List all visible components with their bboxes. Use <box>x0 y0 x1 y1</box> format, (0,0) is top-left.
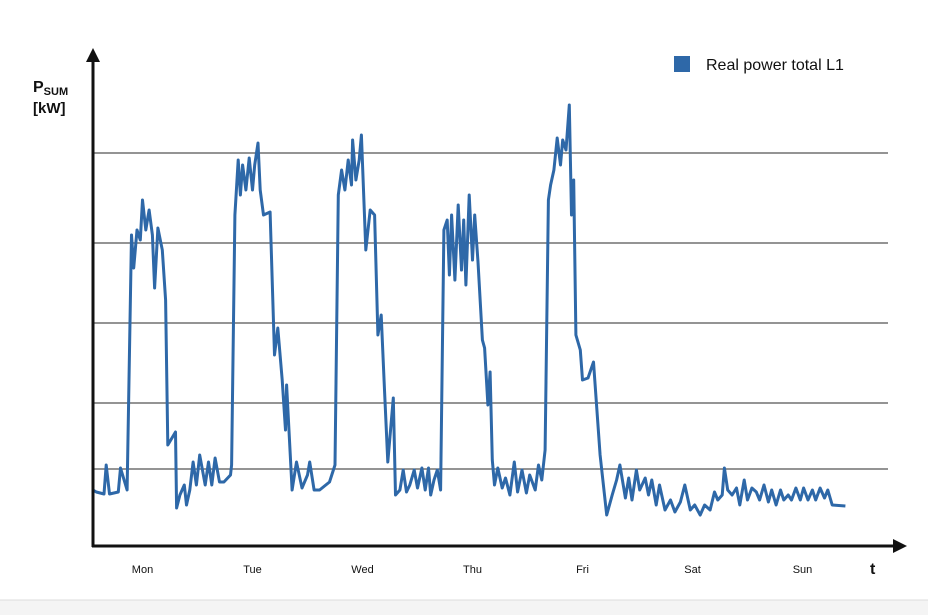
x-tick-label: Mon <box>132 564 153 576</box>
x-axis-arrow <box>893 539 907 553</box>
legend-label: Real power total L1 <box>706 57 844 74</box>
y-label-subscript: SUM <box>44 86 68 98</box>
x-tick-label: Fri <box>576 564 589 576</box>
x-tick-label: Sat <box>684 564 701 576</box>
y-axis-arrow <box>86 48 100 62</box>
plot <box>92 103 846 517</box>
x-tick-label: Wed <box>351 564 373 576</box>
legend: Real power total L1 <box>674 56 844 74</box>
y-axis-unit: [kW] <box>33 100 66 117</box>
legend-swatch <box>674 56 690 72</box>
x-tick-label: Thu <box>463 564 482 576</box>
x-tick-label: Tue <box>243 564 262 576</box>
x-axis-label: t <box>870 561 876 578</box>
y-label-symbol: P <box>33 79 44 96</box>
series-line <box>92 103 846 517</box>
y-axis-label: PSUM <box>33 79 68 98</box>
x-tick-label: Sun <box>793 564 813 576</box>
footer-band <box>0 600 928 615</box>
